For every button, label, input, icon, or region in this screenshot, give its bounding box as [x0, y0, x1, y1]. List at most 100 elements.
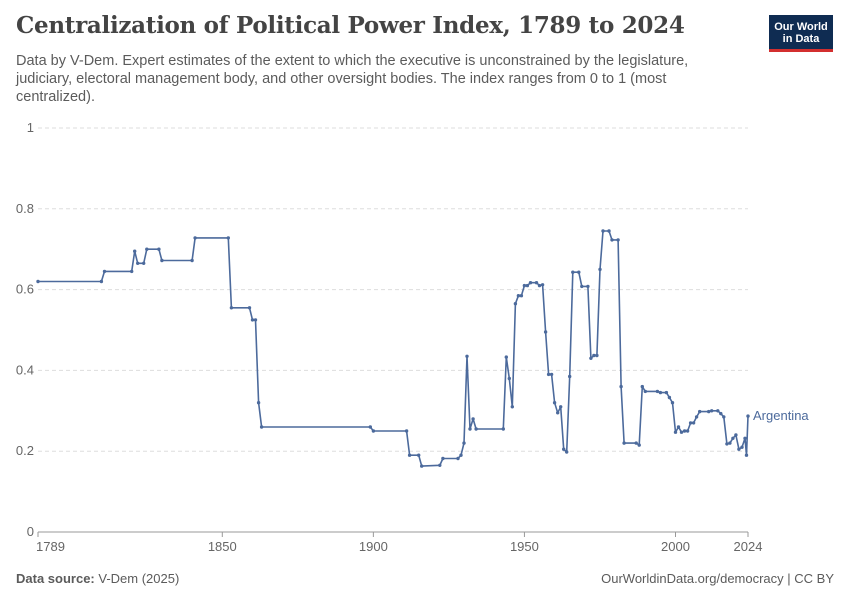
- data-point: [368, 425, 372, 429]
- data-point: [740, 445, 744, 449]
- x-tick-label: 1850: [208, 539, 237, 554]
- data-point: [459, 453, 463, 457]
- y-tick-label: 1: [27, 120, 34, 135]
- data-point: [501, 427, 505, 431]
- data-point: [247, 306, 252, 310]
- data-point: [562, 447, 566, 451]
- data-point: [658, 390, 663, 395]
- data-point: [145, 247, 149, 251]
- data-point: [474, 427, 478, 431]
- data-point: [746, 414, 750, 418]
- y-tick-label: 0.8: [16, 201, 34, 216]
- data-point: [707, 409, 711, 414]
- x-tick-label: 2024: [734, 539, 763, 554]
- series-line: [38, 230, 749, 467]
- y-tick-label: 0.4: [16, 362, 34, 377]
- data-point: [417, 453, 421, 457]
- data-point: [525, 283, 530, 288]
- data-point: [441, 456, 445, 461]
- data-point: [688, 421, 693, 425]
- data-point: [510, 405, 514, 409]
- data-point: [734, 433, 738, 437]
- data-point: [598, 267, 602, 272]
- data-point: [371, 429, 376, 433]
- data-point: [728, 441, 732, 445]
- data-source: Data source: V-Dem (2025): [16, 571, 179, 586]
- data-point: [580, 284, 584, 289]
- data-point: [682, 429, 687, 433]
- data-point: [136, 261, 140, 265]
- data-point: [664, 390, 669, 395]
- data-point: [190, 258, 194, 263]
- data-point: [549, 372, 554, 377]
- data-point: [673, 430, 678, 434]
- data-point: [540, 283, 545, 287]
- data-point: [465, 354, 469, 358]
- data-point: [133, 249, 137, 253]
- data-point: [698, 409, 702, 414]
- data-point: [670, 401, 675, 405]
- y-tick-label: 0: [27, 524, 34, 539]
- y-tick-label: 0.2: [16, 443, 34, 458]
- data-point: [528, 281, 533, 285]
- data-point: [253, 318, 258, 322]
- data-point: [667, 395, 672, 400]
- data-point: [250, 318, 255, 322]
- data-point: [676, 425, 681, 429]
- footer-link[interactable]: OurWorldinData.org/democracy | CC BY: [601, 571, 834, 586]
- data-point: [552, 401, 557, 405]
- data-point: [565, 450, 569, 454]
- data-point: [556, 411, 560, 415]
- data-point: [619, 384, 623, 389]
- data-point: [637, 443, 641, 447]
- data-point: [471, 417, 475, 421]
- data-source-text: V-Dem (2025): [98, 571, 180, 586]
- data-point: [616, 238, 620, 242]
- data-point: [142, 261, 146, 265]
- data-point: [407, 453, 412, 457]
- chart-title: Centralization of Political Power Index,…: [16, 12, 685, 39]
- logo-line-1: Our World: [774, 21, 828, 33]
- data-point: [256, 401, 261, 405]
- data-point: [595, 353, 599, 358]
- data-point: [36, 279, 40, 284]
- x-tick-label: 1900: [359, 539, 388, 554]
- data-point: [468, 427, 472, 431]
- data-point: [655, 389, 660, 394]
- x-tick-label: 1950: [510, 539, 539, 554]
- data-point: [160, 258, 164, 263]
- data-point: [404, 429, 409, 433]
- data-point: [685, 429, 690, 433]
- data-point: [507, 376, 511, 381]
- data-point: [522, 283, 527, 288]
- data-point: [504, 355, 508, 359]
- data-point: [99, 279, 104, 284]
- data-point: [601, 229, 605, 233]
- data-source-label: Data source:: [16, 571, 95, 586]
- data-point: [640, 384, 644, 389]
- data-point: [559, 405, 563, 409]
- data-point: [744, 453, 749, 457]
- data-point: [694, 415, 699, 419]
- x-tick-label: 1789: [36, 539, 65, 554]
- chart-subtitle: Data by V-Dem. Expert estimates of the e…: [16, 53, 689, 105]
- data-point: [438, 463, 442, 467]
- data-point: [679, 430, 684, 434]
- data-point: [710, 409, 714, 413]
- data-point: [543, 330, 548, 334]
- data-point: [722, 415, 726, 419]
- data-point: [737, 447, 741, 451]
- data-point: [725, 442, 729, 446]
- data-point: [259, 425, 264, 429]
- data-point: [622, 441, 626, 445]
- data-point: [456, 456, 460, 461]
- data-point: [610, 238, 614, 242]
- data-point: [691, 421, 696, 425]
- owid-logo[interactable]: Our World in Data: [769, 15, 833, 52]
- data-point: [157, 247, 161, 251]
- data-point: [537, 283, 542, 288]
- data-point: [719, 411, 723, 416]
- x-tick-label: 2000: [661, 539, 690, 554]
- data-point: [643, 389, 647, 394]
